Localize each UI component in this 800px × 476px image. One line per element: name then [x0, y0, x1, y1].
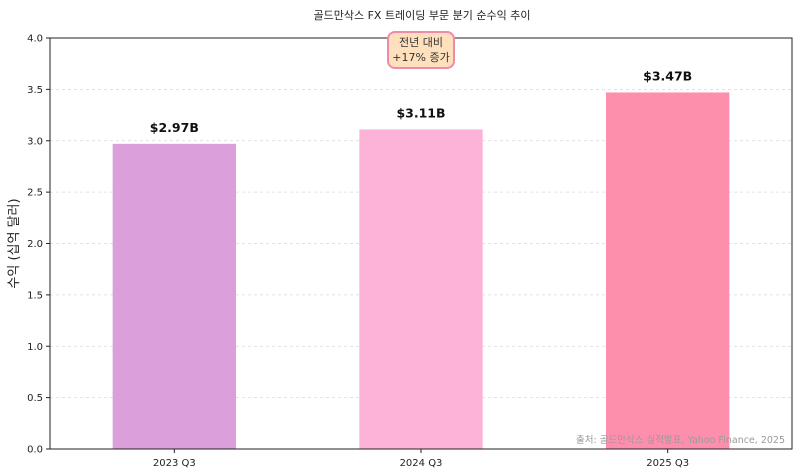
y-tick-label: 2.0 [27, 239, 43, 250]
bar-value-label: $3.47B [643, 68, 692, 83]
source-note: 출처: 골드만삭스 실적발표, Yahoo Finance, 2025 [576, 434, 785, 446]
y-tick-label: 0.5 [27, 393, 43, 404]
bar [112, 143, 236, 449]
y-tick-label: 1.5 [27, 290, 43, 301]
y-axis-title: 수익 (십억 달러) [7, 198, 22, 288]
annotation-line-1: 전년 대비 [399, 36, 443, 49]
annotation-background [387, 31, 455, 69]
x-axis: 2023 Q3 2024 Q3 2025 Q3 [153, 449, 689, 469]
annotation-line-2: +17% 증가 [392, 51, 449, 64]
y-tick-label: 1.0 [27, 342, 43, 353]
x-tick-label: 2023 Q3 [153, 458, 196, 469]
x-tick-label: 2025 Q3 [646, 458, 689, 469]
bars [112, 92, 730, 450]
chart-title: 골드만삭스 FX 트레이딩 부문 분기 순수익 추이 [313, 9, 530, 22]
bar-value-label: $2.97B [150, 120, 199, 135]
y-tick-label: 3.5 [27, 85, 43, 96]
y-axis: 0.0 0.5 1.0 1.5 2.0 2.5 3.0 3.5 4.0 [27, 34, 50, 456]
y-tick-label: 3.0 [27, 136, 43, 147]
y-tick-label: 0.0 [27, 445, 43, 456]
y-tick-label: 2.5 [27, 188, 43, 199]
bar-value-label: $3.11B [396, 105, 445, 120]
bar [606, 92, 730, 450]
bar [359, 129, 483, 449]
x-tick-label: 2024 Q3 [400, 458, 443, 469]
value-labels: $2.97B $3.11B $3.47B [150, 68, 692, 134]
y-tick-label: 4.0 [27, 34, 43, 45]
annotation-box: 전년 대비 +17% 증가 [387, 31, 455, 69]
